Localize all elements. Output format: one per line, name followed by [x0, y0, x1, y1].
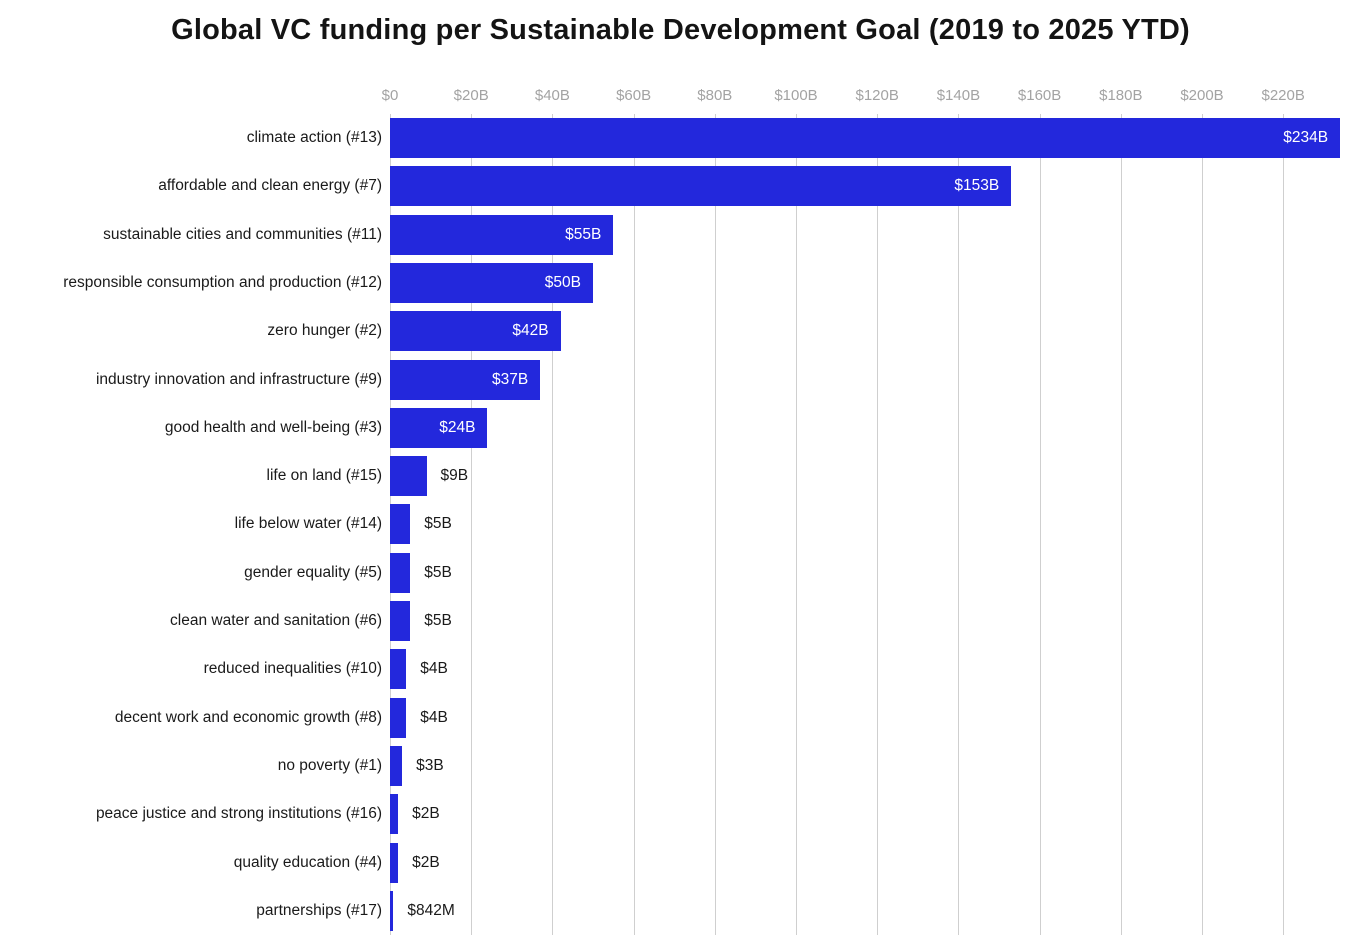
bar-row: good health and well-being (#3) $24B [0, 404, 1361, 452]
value-label: $9B [440, 467, 469, 485]
category-label: partnerships (#17) [256, 901, 382, 919]
category-label: zero hunger (#2) [267, 322, 382, 340]
category-label: responsible consumption and production (… [63, 274, 382, 292]
value-label: $234B [1283, 129, 1329, 147]
value-label: $5B [424, 612, 452, 630]
x-axis-tick-label: $140B [936, 87, 981, 104]
value-label: $42B [512, 322, 549, 340]
x-axis-tick-label: $100B [774, 87, 818, 104]
gridline [796, 114, 797, 935]
category-label: clean water and sanitation (#6) [170, 612, 382, 630]
value-label: $842M [407, 901, 455, 919]
category-label: good health and well-being (#3) [164, 418, 382, 436]
bar-row: partnerships (#17) $842M [0, 887, 1361, 935]
category-label: climate action (#13) [246, 129, 382, 147]
value-label: $37B [492, 370, 529, 388]
bar-row: climate action (#13) $234B [0, 114, 1361, 162]
x-axis-tick-label: $80B [697, 87, 733, 104]
gridline [552, 114, 554, 935]
category-label: no poverty (#1) [277, 756, 382, 774]
gridline [1202, 114, 1203, 935]
bar [390, 456, 427, 497]
bar-row: no poverty (#1) $3B [0, 742, 1361, 790]
bar-row: life on land (#15) $9B [0, 452, 1361, 500]
gridline [1120, 114, 1122, 935]
bar [390, 890, 394, 931]
gridline [1039, 114, 1041, 935]
bar-row: affordable and clean energy (#7) $153B [0, 162, 1361, 210]
bar [390, 359, 541, 400]
gridline [1283, 114, 1285, 935]
bar [390, 842, 399, 883]
bar [390, 166, 1012, 207]
bar-row: quality education (#4) $2B [0, 838, 1361, 886]
x-axis-tick-label: $20B [453, 87, 489, 104]
category-label: gender equality (#5) [244, 563, 382, 581]
value-label: $5B [424, 563, 452, 581]
x-axis-tick-label: $40B [534, 87, 570, 104]
category-label: life on land (#15) [266, 467, 382, 485]
bar-row: zero hunger (#2) $42B [0, 307, 1361, 355]
category-label: industry innovation and infrastructure (… [95, 370, 382, 388]
bar-row: life below water (#14) $5B [0, 500, 1361, 548]
gridline [633, 114, 635, 935]
bar [390, 311, 561, 352]
category-label: sustainable cities and communities (#11) [103, 225, 382, 243]
value-label: $2B [412, 805, 440, 823]
chart-title: Global VC funding per Sustainable Develo… [171, 14, 1190, 46]
gridline [471, 114, 473, 935]
value-label: $2B [412, 853, 440, 871]
value-label: $55B [565, 225, 602, 243]
bar [390, 601, 411, 642]
bar [390, 745, 403, 786]
x-axis-tick-label: $200B [1180, 87, 1224, 104]
x-axis-tick-label: $120B [855, 87, 899, 104]
value-label: $4B [420, 708, 448, 726]
gridline [877, 114, 879, 935]
bar-row: clean water and sanitation (#6) $5B [0, 597, 1361, 645]
x-axis-tick-label: $0 [381, 87, 399, 104]
x-axis-tick-label: $160B [1017, 87, 1062, 104]
bar-row: decent work and economic growth (#8) $4B [0, 694, 1361, 742]
category-label: life below water (#14) [234, 515, 382, 533]
bar-row: responsible consumption and production (… [0, 259, 1361, 307]
bar [390, 118, 1341, 159]
x-axis-tick-label: $220B [1261, 87, 1305, 104]
category-label: affordable and clean energy (#7) [158, 177, 382, 195]
gridline [958, 114, 960, 935]
bar [390, 552, 411, 593]
value-label: $153B [954, 177, 1000, 195]
bar-row: peace justice and strong institutions (#… [0, 790, 1361, 838]
bar-row: sustainable cities and communities (#11)… [0, 211, 1361, 259]
bar [390, 263, 593, 304]
category-label: quality education (#4) [233, 853, 382, 871]
bar [390, 214, 614, 255]
bar [390, 794, 399, 835]
x-axis-tick-label: $180B [1099, 87, 1143, 104]
category-label: peace justice and strong institutions (#… [95, 805, 382, 823]
value-label: $5B [424, 515, 452, 533]
value-label: $50B [544, 274, 581, 292]
value-label: $4B [420, 660, 448, 678]
value-label: $3B [416, 756, 444, 774]
category-label: decent work and economic growth (#8) [114, 708, 382, 726]
bar-row: reduced inequalities (#10) $4B [0, 645, 1361, 693]
bar-row: industry innovation and infrastructure (… [0, 355, 1361, 403]
bar [390, 649, 407, 690]
category-label: reduced inequalities (#10) [203, 660, 382, 678]
bar [390, 407, 488, 448]
value-label: $24B [439, 418, 476, 436]
bar [390, 504, 411, 545]
gridline [714, 114, 716, 935]
x-axis-tick-label: $60B [616, 87, 652, 104]
bar-row: gender equality (#5) $5B [0, 549, 1361, 597]
bar [390, 697, 407, 738]
